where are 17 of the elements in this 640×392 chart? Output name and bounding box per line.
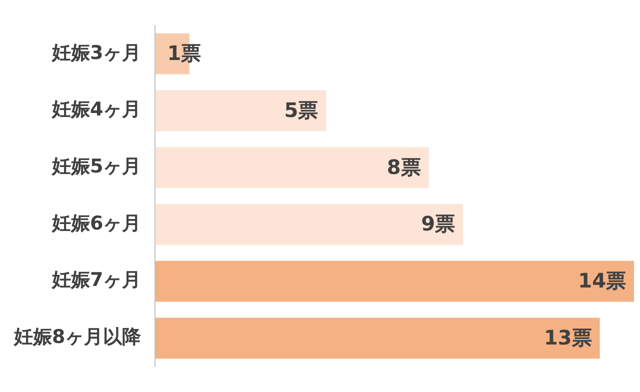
data-label: 1票 — [167, 41, 202, 66]
bar — [155, 90, 326, 132]
y-tick-label: 妊娠5ヶ月 — [50, 156, 142, 178]
data-label: 13票 — [544, 325, 592, 350]
y-tick-label: 妊娠3ヶ月 — [50, 42, 142, 64]
bar — [155, 147, 429, 188]
data-label: 8票 — [386, 154, 421, 179]
y-tick-label: 妊娠8ヶ月以降 — [12, 326, 142, 348]
y-tick-label: 妊娠6ヶ月 — [50, 212, 142, 234]
data-label: 14票 — [578, 268, 626, 293]
bar — [155, 260, 634, 302]
bar — [155, 204, 464, 245]
bar — [155, 318, 600, 359]
y-tick-label: 妊娠4ヶ月 — [50, 98, 142, 121]
y-tick-label: 妊娠7ヶ月 — [50, 269, 142, 292]
data-label: 9票 — [421, 212, 456, 236]
data-label: 5票 — [284, 98, 318, 122]
